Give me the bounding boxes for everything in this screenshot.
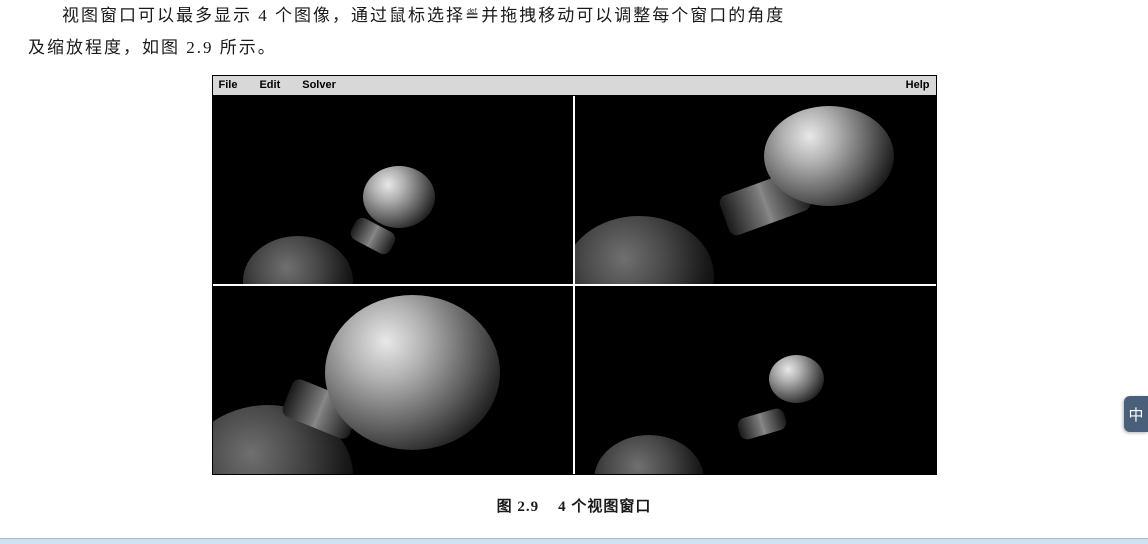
menu-help[interactable]: Help (906, 79, 930, 91)
divider-horizontal (213, 284, 936, 286)
menu-edit[interactable]: Edit (259, 79, 280, 91)
object-arc-tl (243, 236, 353, 285)
ime-badge[interactable]: 中 (1124, 396, 1148, 432)
caption-title: 4 个视图窗口 (558, 499, 651, 515)
menubar: File Edit Solver Help (213, 76, 936, 96)
viewport-bottom-left[interactable] (213, 285, 575, 474)
object-arc-tr (574, 216, 714, 285)
object-cyl-br (736, 406, 788, 440)
viewer-window: File Edit Solver Help (212, 75, 937, 475)
para-part-1: 视图窗口可以最多显示 4 个图像，通过鼠标选择 (62, 6, 465, 25)
figure-caption: 图 2.9 4 个视图窗口 (497, 495, 652, 516)
menu-file[interactable]: File (219, 79, 238, 91)
menu-solver[interactable]: Solver (302, 79, 336, 91)
object-sphere-br (769, 355, 824, 403)
caption-label: 图 2.9 (497, 499, 540, 515)
object-sphere-tr (764, 106, 894, 206)
para-line-2: 及缩放程度，如图 2.9 所示。 (28, 32, 1120, 64)
viewport-top-right[interactable] (574, 96, 936, 285)
object-arc-br (594, 435, 704, 474)
para-part-2: 并拖拽移动可以调整每个窗口的角度 (481, 6, 785, 25)
cursor-glyph: ≝ (465, 6, 481, 25)
viewport-bottom-right[interactable] (574, 285, 936, 474)
object-sphere-tl (363, 166, 435, 228)
ime-glyph: 中 (1128, 404, 1143, 425)
viewports-grid (213, 96, 936, 474)
object-sphere-bl (325, 295, 500, 450)
figure-2-9: File Edit Solver Help (0, 75, 1148, 516)
body-paragraph: 视图窗口可以最多显示 4 个图像，通过鼠标选择≝并拖拽移动可以调整每个窗口的角度… (0, 0, 1148, 65)
viewport-top-left[interactable] (213, 96, 575, 285)
page-bottom-divider (0, 538, 1148, 544)
